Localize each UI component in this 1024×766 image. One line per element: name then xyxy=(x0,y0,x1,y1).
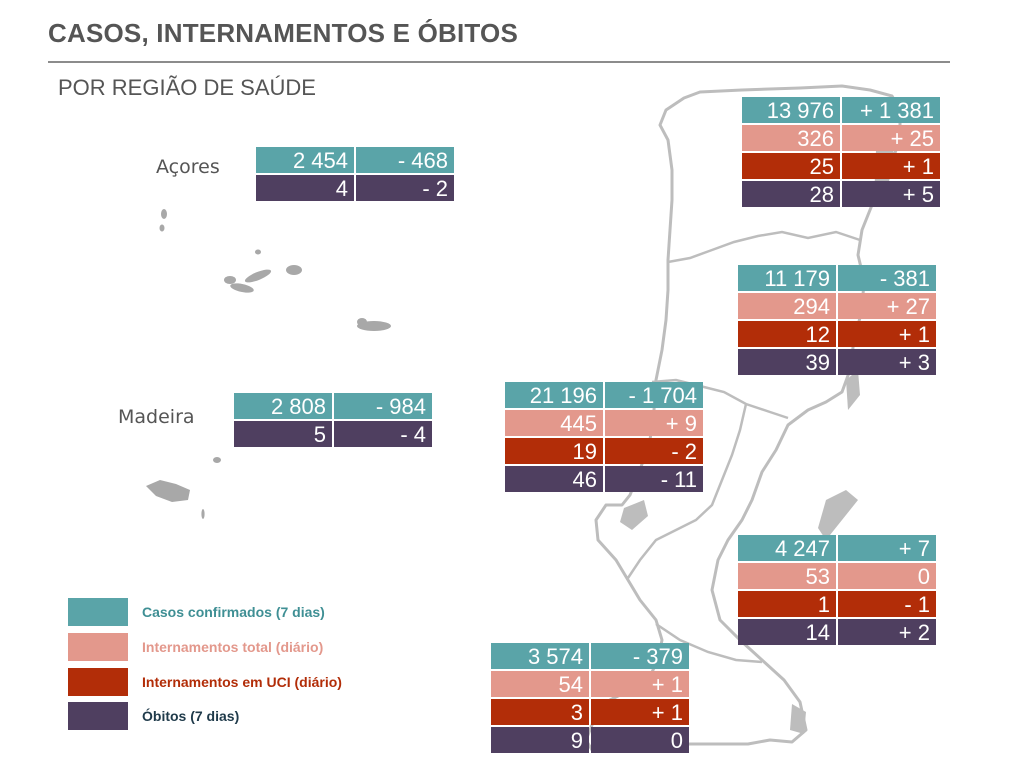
legend-label-cases: Casos confirmados (7 dias) xyxy=(142,604,325,620)
icu-change: + 1 xyxy=(591,699,689,725)
cases-change: - 379 xyxy=(591,643,689,669)
cases-value: 11 179 xyxy=(738,265,836,291)
icu-value: 3 xyxy=(491,699,589,725)
region-table-alentejo: 4 247 + 7 53 0 1 - 1 14 + 2 xyxy=(738,535,936,645)
legend-item-hospitalized: Internamentos total (diário) xyxy=(68,633,388,661)
cases-change: + 1 381 xyxy=(842,97,940,123)
deaths-value: 46 xyxy=(505,466,603,492)
page-title: CASOS, INTERNAMENTOS E ÓBITOS xyxy=(48,18,519,48)
river-shape-center xyxy=(846,370,860,410)
legend-swatch-icu xyxy=(68,668,128,696)
madeira-islands xyxy=(146,457,221,519)
icu-change: - 2 xyxy=(605,438,703,464)
title-divider xyxy=(48,61,950,63)
deaths-change: - 11 xyxy=(605,466,703,492)
hospitalized-change: + 9 xyxy=(605,410,703,436)
hospitalized-value: 326 xyxy=(742,125,840,151)
deaths-change: + 5 xyxy=(842,181,940,207)
region-table-algarve: 3 574 - 379 54 + 1 3 + 1 9 0 xyxy=(491,643,689,753)
deaths-change: - 4 xyxy=(334,421,432,447)
icu-change: + 1 xyxy=(838,321,936,347)
region-table-lvt: 21 196 - 1 704 445 + 9 19 - 2 46 - 11 xyxy=(505,382,703,492)
river-shape-south xyxy=(790,704,806,734)
deaths-value: 4 xyxy=(256,175,354,201)
hospitalized-value: 445 xyxy=(505,410,603,436)
deaths-value: 5 xyxy=(234,421,332,447)
river-shape-east xyxy=(818,490,858,540)
legend-item-cases: Casos confirmados (7 dias) xyxy=(68,598,388,626)
legend-item-icu: Internamentos em UCI (diário) xyxy=(68,668,388,696)
legend-item-deaths: Óbitos (7 dias) xyxy=(68,702,388,730)
deaths-change: + 3 xyxy=(838,349,936,375)
deaths-value: 39 xyxy=(738,349,836,375)
deaths-value: 28 xyxy=(742,181,840,207)
cases-change: - 984 xyxy=(334,393,432,419)
cases-change: - 468 xyxy=(356,147,454,173)
hospitalized-value: 294 xyxy=(738,293,836,319)
cases-change: - 381 xyxy=(838,265,936,291)
deaths-change: - 2 xyxy=(356,175,454,201)
hospitalized-value: 54 xyxy=(491,671,589,697)
region-name-acores: Açores xyxy=(156,156,220,178)
cases-value: 2 454 xyxy=(256,147,354,173)
cases-value: 3 574 xyxy=(491,643,589,669)
cases-value: 21 196 xyxy=(505,382,603,408)
region-table-centro: 11 179 - 381 294 + 27 12 + 1 39 + 3 xyxy=(738,265,936,375)
cases-value: 2 808 xyxy=(234,393,332,419)
azores-islands xyxy=(159,209,391,331)
icu-value: 19 xyxy=(505,438,603,464)
boundary-centro-lvt xyxy=(651,378,789,420)
region-table-madeira: 2 808 - 984 5 - 4 xyxy=(234,393,432,447)
legend-label-deaths: Óbitos (7 dias) xyxy=(142,708,240,724)
cases-value: 4 247 xyxy=(738,535,836,561)
cases-change: + 7 xyxy=(838,535,936,561)
icu-value: 12 xyxy=(738,321,836,347)
icu-change: + 1 xyxy=(842,153,940,179)
legend-swatch-deaths xyxy=(68,702,128,730)
legend-label-icu: Internamentos em UCI (diário) xyxy=(142,674,342,690)
region-table-norte: 13 976 + 1 381 326 + 25 25 + 1 28 + 5 xyxy=(742,97,940,207)
hospitalized-value: 53 xyxy=(738,563,836,589)
cases-change: - 1 704 xyxy=(605,382,703,408)
tagus-estuary xyxy=(620,500,648,530)
cases-value: 13 976 xyxy=(742,97,840,123)
deaths-change: + 2 xyxy=(838,619,936,645)
deaths-change: 0 xyxy=(591,727,689,753)
hospitalized-change: + 25 xyxy=(842,125,940,151)
page-subtitle: POR REGIÃO DE SAÚDE xyxy=(58,75,316,100)
region-table-acores: 2 454 - 468 4 - 2 xyxy=(256,147,454,201)
hospitalized-change: + 27 xyxy=(838,293,936,319)
legend-swatch-cases xyxy=(68,598,128,626)
hospitalized-change: + 1 xyxy=(591,671,689,697)
boundary-lvt-alentejo xyxy=(626,403,748,579)
icu-value: 25 xyxy=(742,153,840,179)
boundary-alentejo-algarve xyxy=(655,622,763,664)
region-name-madeira: Madeira xyxy=(118,406,195,428)
deaths-value: 14 xyxy=(738,619,836,645)
icu-value: 1 xyxy=(738,591,836,617)
hospitalized-change: 0 xyxy=(838,563,936,589)
legend-label-hospitalized: Internamentos total (diário) xyxy=(142,639,324,655)
boundary-norte-centro xyxy=(667,230,861,264)
icu-change: - 1 xyxy=(838,591,936,617)
deaths-value: 9 xyxy=(491,727,589,753)
legend-swatch-hospitalized xyxy=(68,633,128,661)
